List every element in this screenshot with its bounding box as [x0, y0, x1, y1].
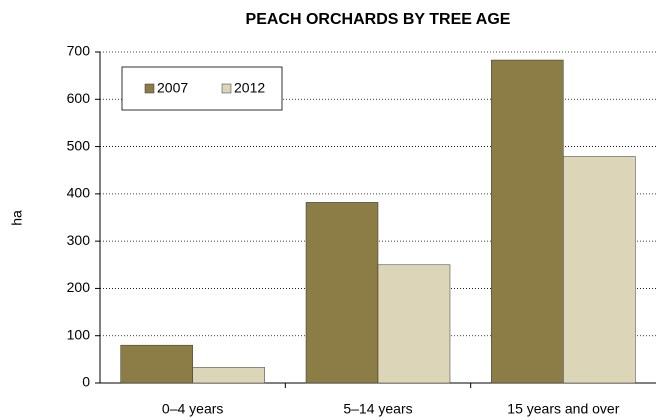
bar: [120, 344, 193, 384]
chart-title: PEACH ORCHARDS BY TREE AGE: [246, 11, 511, 28]
y-axis-label: ha: [9, 210, 25, 226]
bar: [491, 59, 564, 384]
legend-label: 2007: [157, 80, 188, 96]
legend-swatch: [221, 83, 232, 94]
legend-label: 2012: [234, 80, 265, 96]
y-tick-label: 700: [67, 43, 91, 59]
y-tick-label: 300: [67, 232, 91, 248]
x-tick-label: 5–14 years: [343, 401, 412, 417]
y-tick-label: 200: [67, 279, 91, 295]
y-tick-label: 500: [67, 137, 91, 153]
bar: [563, 156, 636, 384]
bar: [192, 367, 265, 384]
bar: [305, 202, 379, 384]
y-tick-label: 100: [67, 326, 91, 342]
x-tick-label: 0–4 years: [162, 401, 223, 417]
x-tick-label: 15 years and over: [507, 401, 619, 417]
y-tick-label: 400: [67, 185, 91, 201]
legend-swatch: [144, 83, 155, 94]
y-tick-label: 0: [82, 374, 90, 390]
bar: [377, 264, 451, 384]
y-tick-label: 600: [67, 90, 91, 106]
